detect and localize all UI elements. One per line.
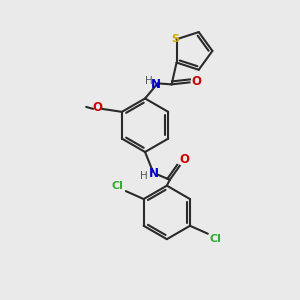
Text: Cl: Cl — [112, 181, 124, 191]
Text: H: H — [140, 171, 148, 181]
Text: N: N — [151, 78, 161, 91]
Text: N: N — [149, 167, 159, 180]
Text: S: S — [172, 34, 180, 44]
Text: O: O — [92, 101, 102, 114]
Text: O: O — [180, 153, 190, 167]
Text: H: H — [145, 76, 153, 86]
Text: O: O — [191, 75, 201, 88]
Text: Cl: Cl — [210, 234, 222, 244]
